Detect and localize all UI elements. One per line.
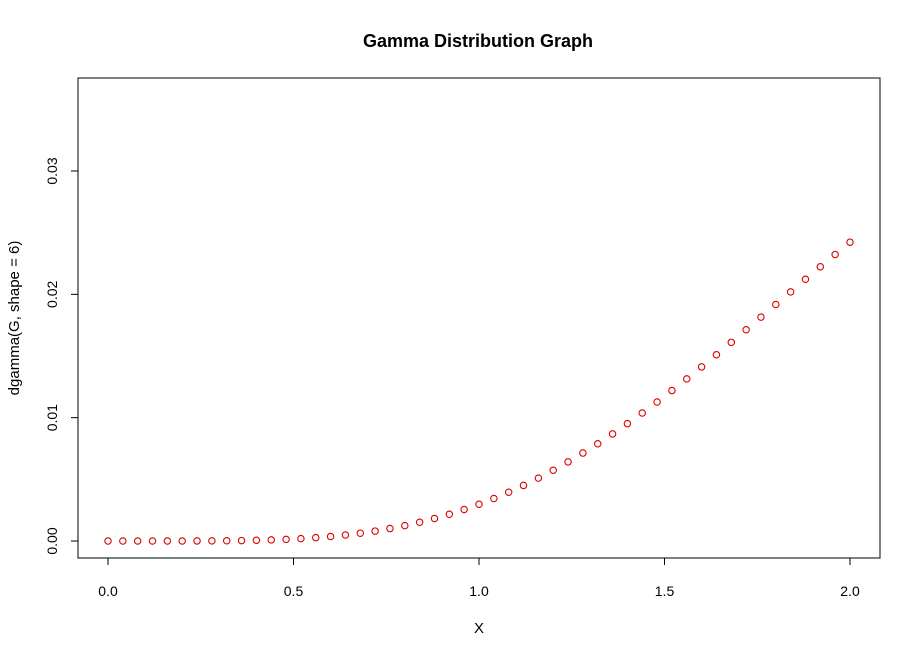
y-tick-label: 0.03 — [44, 157, 60, 184]
data-point — [148, 537, 157, 545]
data-point — [772, 300, 780, 309]
data-point — [683, 375, 691, 383]
data-point — [282, 535, 290, 544]
data-point — [504, 488, 513, 496]
data-point — [623, 419, 632, 428]
x-tick-label: 2.0 — [840, 583, 860, 599]
x-tick-label: 0.0 — [98, 583, 118, 599]
data-point — [831, 250, 839, 259]
data-points — [104, 238, 854, 545]
y-tick-label: 0.00 — [44, 527, 60, 554]
data-point — [193, 537, 201, 545]
data-point — [534, 474, 543, 482]
chart-title: Gamma Distribution Graph — [363, 31, 593, 51]
data-point — [727, 338, 736, 347]
y-tick-label: 0.02 — [44, 280, 60, 307]
data-point — [638, 409, 646, 417]
data-point — [222, 537, 231, 545]
data-point — [430, 514, 439, 523]
data-point — [786, 288, 795, 296]
data-point — [356, 529, 365, 537]
data-point — [326, 532, 335, 541]
data-point — [579, 449, 587, 457]
data-point — [846, 238, 854, 246]
data-point — [460, 505, 468, 514]
data-point — [237, 536, 246, 545]
data-point — [697, 363, 706, 371]
data-point — [445, 510, 454, 518]
data-point — [104, 537, 112, 545]
y-axis-label: dgamma(G, shape = 6) — [6, 241, 23, 396]
data-point — [119, 537, 127, 545]
y-axis: 0.00 0.01 0.02 0.03 — [44, 157, 79, 555]
plot-frame — [77, 77, 881, 559]
data-point — [163, 537, 172, 545]
data-point — [475, 500, 483, 508]
data-point — [608, 430, 617, 438]
data-point — [386, 524, 394, 533]
data-point — [757, 313, 765, 321]
data-point — [816, 263, 825, 271]
x-axis-label: X — [474, 620, 484, 637]
data-point — [742, 326, 750, 334]
x-tick-label: 0.5 — [284, 583, 304, 599]
data-point — [252, 536, 261, 545]
data-point — [801, 275, 810, 284]
data-point — [208, 537, 216, 545]
y-tick-label: 0.01 — [44, 404, 60, 431]
data-point — [564, 458, 572, 466]
data-point — [312, 533, 320, 542]
data-point — [668, 386, 676, 395]
data-point — [415, 518, 424, 527]
data-point — [490, 494, 498, 503]
data-point — [133, 537, 142, 545]
data-point — [297, 534, 305, 543]
data-point — [267, 536, 275, 544]
data-point — [341, 531, 350, 539]
data-point — [593, 439, 602, 448]
x-axis: 0.0 0.5 1.0 1.5 2.0 — [98, 557, 860, 599]
data-point — [712, 350, 721, 359]
data-point — [549, 466, 557, 475]
x-tick-label: 1.0 — [469, 583, 489, 599]
data-point — [653, 398, 661, 406]
data-point — [371, 527, 379, 535]
x-tick-label: 1.5 — [655, 583, 675, 599]
data-point — [178, 537, 186, 545]
data-point — [519, 481, 528, 490]
data-point — [401, 521, 409, 530]
